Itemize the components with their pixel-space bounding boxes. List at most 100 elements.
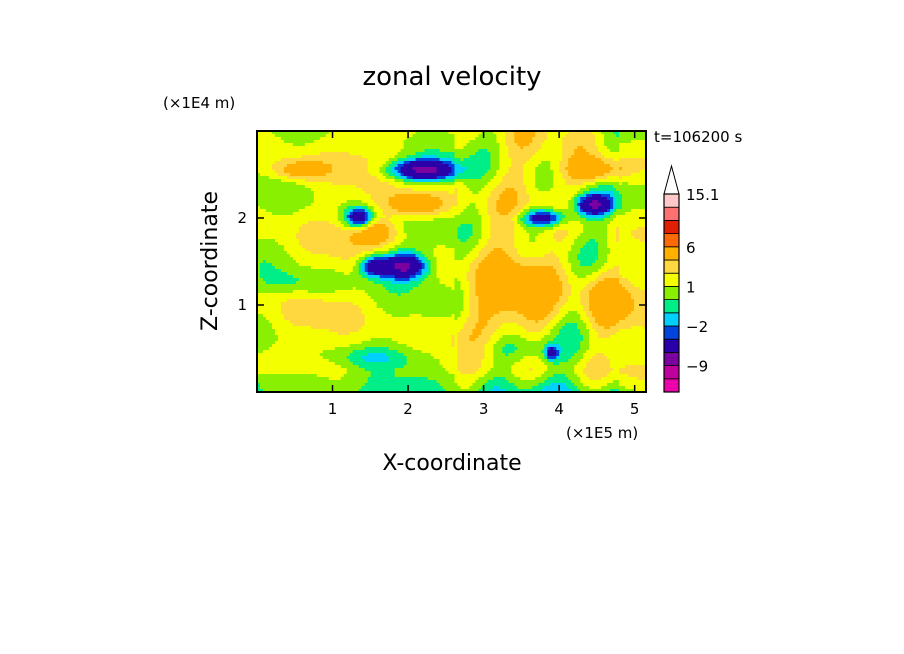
field-cell	[364, 188, 369, 192]
field-cell	[421, 152, 426, 156]
field-cell	[583, 212, 587, 216]
field-cell	[568, 200, 572, 204]
field-cell	[442, 188, 447, 192]
field-cell	[355, 194, 360, 198]
field-cell	[277, 161, 282, 165]
field-cell	[616, 218, 620, 222]
field-cell	[421, 143, 426, 147]
field-cell	[520, 227, 524, 231]
field-cell	[382, 239, 387, 243]
field-cell	[370, 164, 375, 168]
field-cell	[529, 218, 533, 222]
field-cell	[586, 146, 590, 150]
field-cell	[388, 206, 393, 210]
field-cell	[583, 167, 587, 171]
field-cell	[547, 176, 551, 180]
field-cell	[628, 206, 632, 210]
field-cell	[511, 221, 515, 225]
field-cell	[595, 137, 599, 141]
field-cell	[283, 236, 288, 240]
field-cell	[625, 173, 629, 177]
field-cell	[532, 173, 536, 177]
field-cell	[262, 173, 267, 177]
field-cell	[493, 140, 497, 144]
field-cell	[346, 224, 351, 228]
field-cell	[376, 161, 381, 165]
field-cell	[373, 233, 378, 237]
field-cell	[544, 155, 548, 159]
field-cell	[529, 155, 533, 159]
field-cell	[460, 173, 465, 177]
field-cell	[364, 245, 369, 249]
field-cell	[307, 191, 312, 195]
field-cell	[304, 239, 309, 243]
field-cell	[343, 206, 348, 210]
field-cell	[571, 149, 575, 153]
field-cell	[481, 197, 486, 201]
field-cell	[601, 149, 605, 153]
field-cell	[289, 185, 294, 189]
field-cell	[613, 155, 617, 159]
field-cell	[628, 230, 632, 234]
field-cell	[580, 227, 584, 231]
field-cell	[265, 197, 270, 201]
field-cell	[559, 194, 563, 198]
field-cell	[637, 161, 641, 165]
field-cell	[577, 179, 581, 183]
field-cell	[379, 206, 384, 210]
field-cell	[604, 200, 608, 204]
field-cell	[433, 149, 438, 153]
field-cell	[469, 140, 474, 144]
field-cell	[559, 209, 563, 213]
field-cell	[376, 200, 381, 204]
field-cell	[571, 143, 575, 147]
field-cell	[487, 203, 491, 207]
field-cell	[307, 239, 312, 243]
field-cell	[532, 203, 536, 207]
field-cell	[358, 200, 363, 204]
field-cell	[322, 194, 327, 198]
field-cell	[460, 224, 465, 228]
field-cell	[313, 215, 318, 219]
field-cell	[559, 131, 563, 135]
field-cell	[526, 149, 530, 153]
field-cell	[580, 185, 584, 189]
field-cell	[577, 230, 581, 234]
field-cell	[262, 146, 267, 150]
field-cell	[265, 164, 270, 168]
field-cell	[577, 224, 581, 228]
field-cell	[271, 221, 276, 225]
field-cell	[295, 194, 300, 198]
field-cell	[487, 227, 491, 231]
field-cell	[451, 134, 456, 138]
field-cell	[517, 239, 521, 243]
field-cell	[628, 212, 632, 216]
field-cell	[625, 218, 629, 222]
field-cell	[313, 173, 318, 177]
field-cell	[556, 164, 560, 168]
field-cell	[421, 170, 426, 174]
field-cell	[307, 152, 312, 156]
field-cell	[556, 191, 560, 195]
field-cell	[403, 164, 408, 168]
field-cell	[559, 149, 563, 153]
field-cell	[610, 164, 614, 168]
field-cell	[394, 182, 399, 186]
field-cell	[616, 209, 620, 213]
field-cell	[625, 185, 629, 189]
field-cell	[616, 212, 620, 216]
field-cell	[640, 170, 644, 174]
field-cell	[607, 215, 611, 219]
field-cell	[448, 140, 453, 144]
field-cell	[574, 242, 578, 246]
field-cell	[460, 155, 465, 159]
field-cell	[337, 131, 342, 135]
field-cell	[289, 188, 294, 192]
field-cell	[259, 134, 264, 138]
field-cell	[451, 230, 456, 234]
field-cell	[257, 167, 261, 171]
field-cell	[257, 233, 261, 237]
field-cell	[310, 167, 315, 171]
field-cell	[556, 239, 560, 243]
field-cell	[394, 245, 399, 249]
